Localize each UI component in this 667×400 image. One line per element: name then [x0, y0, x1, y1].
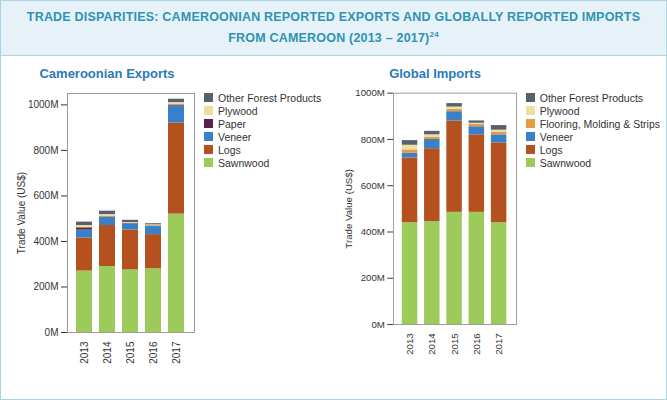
svg-text:2013: 2013 [404, 333, 415, 355]
html-text:Other Forest Products: Other Forest Products [218, 91, 322, 104]
svg-text:600M: 600M [361, 180, 385, 191]
html-text:Plywood: Plywood [218, 104, 258, 117]
svg-text:1000M: 1000M [355, 87, 385, 98]
html-text:Veneer: Veneer [218, 130, 252, 143]
html-text:Paper: Paper [218, 117, 246, 130]
html-text:Cameroonian Exports: Cameroonian Exports [39, 66, 175, 82]
html-text:Plywood: Plywood [539, 104, 580, 117]
html-text:TRADE DISPARITIES: CAMEROONIAN: TRADE DISPARITIES: CAMEROONIAN REPORTED … [26, 10, 641, 46]
svg-text:2017: 2017 [171, 341, 182, 364]
svg-text:2016: 2016 [148, 341, 159, 364]
svg-text:200M: 200M [361, 273, 385, 284]
svg-text:600M: 600M [33, 190, 58, 201]
svg-text:400M: 400M [33, 236, 58, 247]
svg-text:2015: 2015 [449, 333, 460, 355]
svg-text:200M: 200M [33, 281, 58, 292]
svg-text:1000M: 1000M [28, 99, 59, 110]
svg-text:Trade Value (US$): Trade Value (US$) [343, 169, 354, 249]
svg-text:2014: 2014 [426, 333, 437, 355]
svg-text:0M: 0M [371, 319, 384, 330]
svg-text:Trade Value (US$): Trade Value (US$) [16, 172, 27, 254]
html-text:Sawnwood: Sawnwood [218, 156, 270, 169]
html-text:Sawnwood: Sawnwood [539, 156, 592, 169]
svg-text:2017: 2017 [493, 333, 504, 355]
svg-text:2015: 2015 [125, 341, 136, 364]
svg-text:800M: 800M [33, 145, 58, 156]
svg-text:2014: 2014 [102, 341, 113, 364]
html-text:Other Forest Products: Other Forest Products [539, 91, 644, 104]
html-text:Global Imports: Global Imports [389, 66, 481, 82]
svg-text:0M: 0M [45, 327, 59, 338]
html-text:Veneer: Veneer [539, 130, 574, 143]
svg-text:400M: 400M [361, 226, 385, 237]
html-text:Flooring, Molding & Strips: Flooring, Molding & Strips [539, 117, 660, 130]
html-text:Logs: Logs [218, 143, 241, 156]
svg-text:800M: 800M [361, 134, 385, 145]
svg-text:2013: 2013 [79, 341, 90, 364]
html-text:Logs: Logs [539, 143, 563, 156]
svg-text:2016: 2016 [471, 333, 482, 355]
